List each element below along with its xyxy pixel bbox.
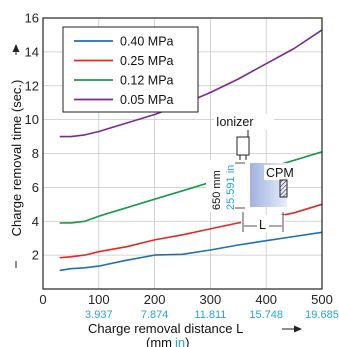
x-tick-label: 0 (39, 292, 46, 307)
y-tick-label: 8 (32, 146, 39, 161)
x-axis-units-mm: (mm (146, 335, 172, 347)
x-tick-label: 100 (88, 292, 110, 307)
legend-items: 0.40 MPa 0.25 MPa 0.12 MPa 0.05 MPa (74, 35, 174, 107)
x-tick-label: 400 (255, 292, 277, 307)
series-line-0-40-mpa (59, 231, 323, 272)
y-tick-label: 12 (25, 78, 39, 93)
ionizer-label: Ionizer (216, 115, 254, 129)
x-tick-labels: 0 100 200 300 400 500 3.937 7.874 11.811 15.748 19… (39, 292, 338, 321)
y-tick-label: 2 (32, 248, 39, 263)
x-tick-label: 500 (311, 292, 333, 307)
y-axis-label: Charge removal time (sec.) (9, 80, 24, 237)
x-axis-units-in: in (175, 335, 185, 347)
y-tick-label: 16 (25, 11, 39, 26)
distance-label: L (259, 218, 266, 232)
x-tick-label: 300 (200, 292, 222, 307)
x-axis-units: (mm in) (146, 335, 189, 347)
legend-label: 0.40 MPa (120, 35, 174, 49)
x-tick-label-in: 3.937 (85, 309, 113, 321)
x-tick-label-in: 15.748 (249, 309, 283, 321)
y-tick-label: 10 (25, 112, 39, 127)
y-axis-label-bg (10, 55, 22, 261)
x-axis-arrow-head (294, 325, 302, 333)
y-tick-label: 14 (25, 44, 39, 59)
plot-frame (42, 17, 323, 290)
height-in-label: 25.591 in (225, 165, 237, 210)
legend: 0.40 MPa 0.25 MPa 0.12 MPa 0.05 MPa (62, 26, 199, 113)
x-tick-label: 200 (144, 292, 166, 307)
legend-label: 0.12 MPa (120, 74, 174, 88)
ionizer-body (236, 136, 250, 156)
legend-label: 0.05 MPa (120, 93, 174, 107)
x-tick-label-in: 11.811 (194, 309, 226, 321)
ionizer-label-bg (214, 114, 274, 130)
x-tick-label-in: 7.874 (141, 309, 169, 321)
x-axis-title: Charge removal distance L (mm in) (88, 321, 302, 347)
cpm-label: CPM (266, 166, 294, 180)
y-tick-label: 6 (32, 180, 39, 195)
cpm-sensor (279, 179, 288, 198)
distance-text-bg (257, 218, 269, 232)
legend-label: 0.25 MPa (120, 54, 174, 68)
y-tick-label: 4 (32, 214, 39, 229)
setup-diagram: Ionizer 650 mm 25.591 in CPM L (206, 114, 296, 232)
height-label-bg (206, 160, 250, 212)
y-axis-arrow-head (12, 44, 20, 52)
x-axis-units-close: ) (185, 335, 189, 347)
y-tick-labels: 2 4 6 8 10 12 14 16 (25, 11, 39, 263)
x-axis-label: Charge removal distance L (88, 321, 243, 336)
x-tick-label-in: 19.685 (305, 309, 339, 321)
y-axis-title: Charge removal time (sec.) (9, 44, 24, 268)
cpm-label-bg (264, 165, 296, 180)
height-mm-label: 650 mm (211, 170, 223, 210)
